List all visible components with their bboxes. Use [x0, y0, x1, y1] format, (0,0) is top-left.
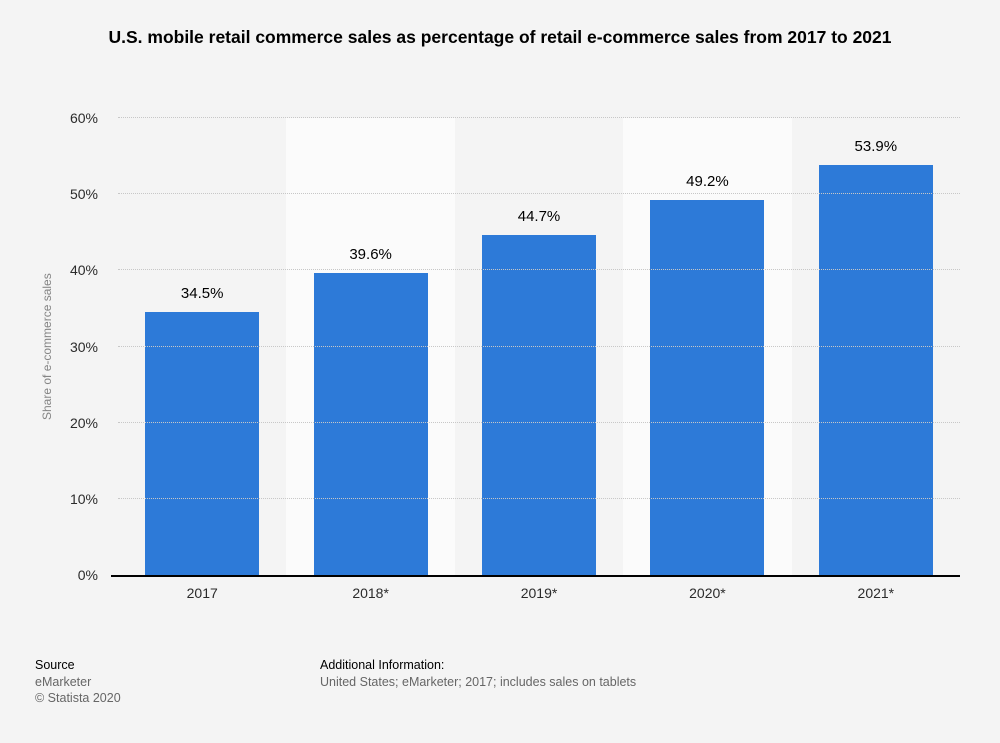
y-tick-label: 0%	[77, 567, 98, 583]
y-tick-label: 20%	[69, 414, 98, 431]
plot-band: 53.9%	[792, 118, 960, 575]
y-tick-label: 40%	[69, 262, 98, 279]
x-axis-label: 2017	[186, 585, 218, 601]
bar-value-label: 49.2%	[686, 173, 729, 191]
source-block: Source eMarketer © Statista 2020	[35, 657, 121, 707]
bar	[818, 164, 933, 575]
bar-value-label: 53.9%	[854, 137, 898, 155]
y-tick-label: 50%	[69, 186, 98, 203]
x-axis-label: 2018*	[352, 585, 389, 601]
additional-info-block: Additional Information: United States; e…	[320, 657, 636, 690]
source-label: Source	[35, 658, 75, 672]
plot-bands: 34.5% 39.6% 44.7% 49.2% 53.9%	[118, 118, 960, 575]
chart-title: U.S. mobile retail commerce sales as per…	[108, 27, 892, 47]
plot-area: 34.5% 39.6% 44.7% 49.2% 53.9%	[111, 117, 960, 577]
bar	[482, 234, 597, 575]
y-axis-ticks: 0% 10% 20% 30% 40% 50% 60%	[0, 110, 108, 583]
bar	[313, 273, 428, 575]
bar-value-label: 44.7%	[517, 207, 561, 225]
gridline	[118, 421, 960, 423]
bar-value-label: 34.5%	[180, 285, 224, 303]
bar	[650, 200, 765, 575]
copyright-text: © Statista 2020	[35, 691, 121, 705]
bar-value-label: 39.6%	[349, 246, 392, 264]
x-axis-label: 2020*	[689, 585, 726, 601]
gridline	[118, 193, 960, 195]
gridline	[118, 269, 960, 271]
y-tick-label: 30%	[69, 338, 98, 355]
additional-info-value: United States; eMarketer; 2017; includes…	[320, 674, 637, 689]
x-axis-label: 2021*	[857, 585, 895, 601]
plot-band: 49.2%	[623, 118, 792, 575]
x-axis-labels: 2017 2018* 2019* 2020* 2021*	[118, 585, 960, 601]
plot-band: 44.7%	[455, 118, 623, 575]
gridline	[118, 345, 960, 347]
plot-band: 39.6%	[286, 118, 455, 575]
bar	[145, 312, 260, 575]
gridline	[118, 497, 960, 499]
x-axis-label: 2019*	[520, 585, 558, 601]
source-value: eMarketer	[35, 674, 92, 689]
y-tick-label: 60%	[69, 110, 98, 126]
gridline	[118, 117, 960, 118]
additional-info-label: Additional Information:	[320, 658, 445, 672]
x-axis-line	[111, 575, 960, 577]
plot-band: 34.5%	[118, 118, 286, 575]
y-tick-label: 10%	[69, 490, 98, 507]
